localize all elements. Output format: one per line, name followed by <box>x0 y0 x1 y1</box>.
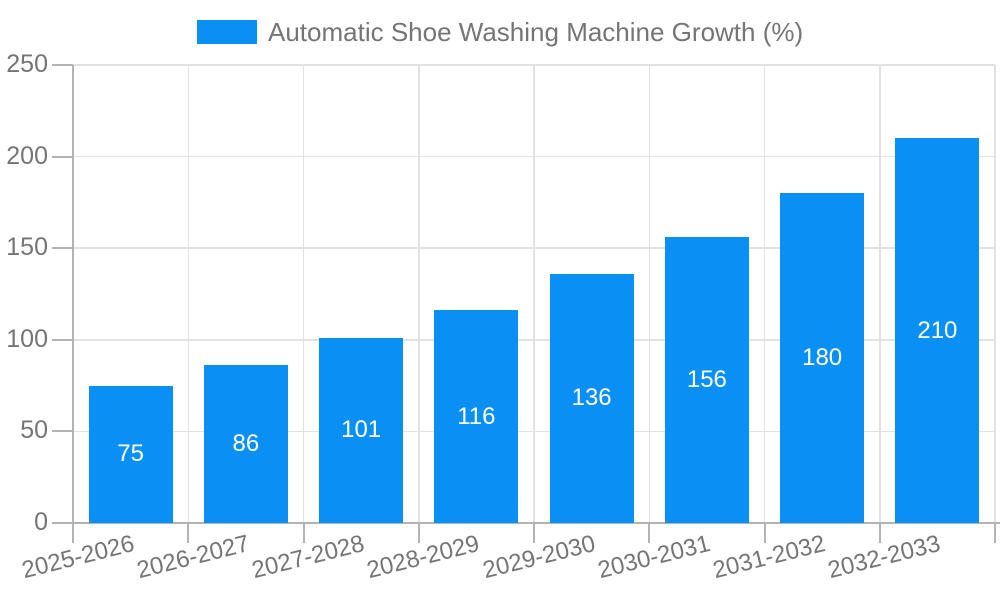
y-axis-tick <box>52 64 73 66</box>
y-axis-tick-label: 200 <box>6 141 48 170</box>
v-gridline <box>418 65 420 523</box>
x-axis-tick <box>72 523 74 543</box>
legend-swatch <box>197 20 257 44</box>
y-axis-line <box>72 65 74 523</box>
x-axis-line <box>72 522 1000 524</box>
v-gridline <box>187 65 189 523</box>
v-gridline <box>648 65 650 523</box>
bar-value-label: 180 <box>802 344 843 372</box>
bar[interactable]: 136 <box>549 273 634 523</box>
x-axis-tick <box>533 523 535 543</box>
y-axis-tick-label: 0 <box>34 508 48 536</box>
x-axis-tick <box>187 523 190 543</box>
x-axis-tick <box>302 523 305 543</box>
y-axis-tick <box>52 338 73 341</box>
bar-value-label: 101 <box>341 416 382 444</box>
x-axis-tick <box>648 523 651 543</box>
y-axis-tick <box>52 430 73 433</box>
legend-item[interactable]: Automatic Shoe Washing Machine Growth (%… <box>197 19 803 45</box>
x-axis-tick <box>994 523 996 543</box>
bar[interactable]: 210 <box>895 138 980 523</box>
bar[interactable]: 75 <box>88 385 173 523</box>
x-axis-tick <box>878 523 881 543</box>
bar[interactable]: 86 <box>203 365 288 523</box>
bar-value-label: 86 <box>232 430 260 458</box>
x-axis-tick <box>763 523 766 543</box>
y-axis-tick <box>52 155 73 158</box>
bar[interactable]: 116 <box>434 310 519 523</box>
v-gridline <box>533 65 535 523</box>
bar-value-label: 75 <box>117 440 144 468</box>
bar[interactable]: 156 <box>664 237 749 523</box>
y-axis-tick-label: 100 <box>6 324 48 353</box>
x-axis-tick <box>417 523 420 543</box>
v-gridline <box>879 65 881 523</box>
bar-value-label: 210 <box>917 316 958 344</box>
v-gridline <box>994 65 996 523</box>
v-gridline <box>302 65 305 523</box>
v-gridline <box>763 65 766 523</box>
bar-value-label: 156 <box>686 366 727 394</box>
bar-value-label: 116 <box>457 402 496 430</box>
y-axis-tick-label: 50 <box>20 416 48 445</box>
bar[interactable]: 101 <box>319 337 404 523</box>
bar-value-label: 136 <box>571 384 612 412</box>
y-axis-tick <box>52 247 73 250</box>
y-axis-tick-label: 150 <box>6 233 48 262</box>
y-axis-tick-label: 250 <box>6 50 48 78</box>
legend-label: Automatic Shoe Washing Machine Growth (%… <box>268 17 804 47</box>
bar[interactable]: 180 <box>780 193 865 523</box>
y-axis-tick <box>52 522 73 524</box>
